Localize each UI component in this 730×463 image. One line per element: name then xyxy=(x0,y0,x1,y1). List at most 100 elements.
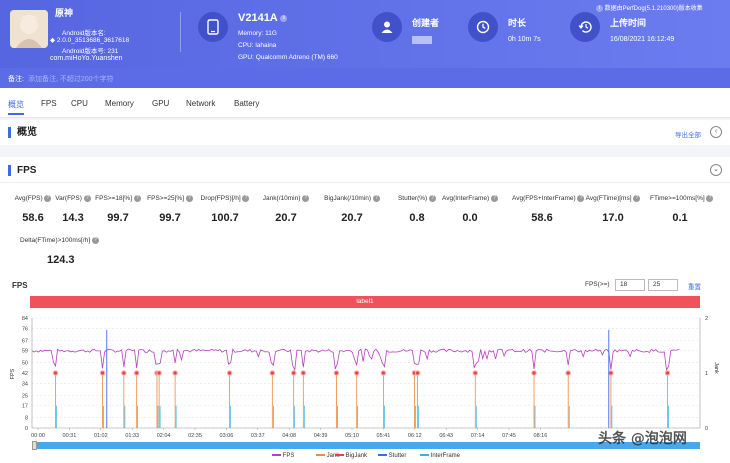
device-name-text: V2141A xyxy=(238,12,278,24)
metric-item: Var(FPS) ? 14.3 xyxy=(43,195,103,224)
chevron-left-icon[interactable]: ‹ xyxy=(710,126,722,138)
help-icon[interactable]: ? xyxy=(185,195,193,202)
metric-label-text: FTime>=100ms[%] xyxy=(650,195,705,203)
info-icon[interactable]: i xyxy=(280,14,288,22)
metric-label-text: FPS>=18[%] xyxy=(95,195,133,203)
metric-label-text: Avg(FTime)[ms] xyxy=(585,195,632,203)
tab-fps[interactable]: FPS xyxy=(41,99,57,108)
help-icon[interactable]: ? xyxy=(44,195,52,202)
metric-label: Delta(FTime)>100ms[/h] ? xyxy=(20,237,99,244)
legend-item[interactable]: Jank xyxy=(316,453,339,459)
metric-item: Avg(FTime)[ms] ? 17.0 xyxy=(583,195,643,224)
help-icon[interactable]: ? xyxy=(372,195,380,202)
tab-battery[interactable]: Battery xyxy=(234,99,260,108)
legend-label: Jank xyxy=(326,453,340,459)
tab-network[interactable]: Network xyxy=(186,99,216,108)
tab-gpu[interactable]: GPU xyxy=(152,99,170,108)
legend-swatch xyxy=(272,454,281,457)
android-code: Android版本号: 231 xyxy=(62,48,119,55)
duration-value: 0h 10m 7s xyxy=(508,36,541,43)
timeline-scrollbar[interactable] xyxy=(32,441,700,450)
label-band[interactable]: label1 xyxy=(30,296,700,308)
tab-bar: 概览 FPS CPU Memory GPU Network Battery xyxy=(0,88,730,118)
legend-item[interactable]: BigJank xyxy=(335,453,367,459)
metric-value: 17.0 xyxy=(602,212,624,225)
metric-item: Avg(FPS+InterFrame) ? 58.6 xyxy=(512,195,585,225)
help-icon[interactable]: ? xyxy=(429,195,437,202)
user-icon xyxy=(372,12,402,42)
legend-label: BigJank xyxy=(345,453,368,459)
clock-icon xyxy=(468,12,498,42)
data-source-note: i 数据由PerfDog(5.1.210300)版本收集 xyxy=(596,3,703,12)
help-icon[interactable]: ? xyxy=(91,237,99,244)
metric-label: Avg(FTime)[ms] ? xyxy=(583,195,643,202)
metric-value: 20.7 xyxy=(275,212,297,225)
metric-item: Drop(FPS)[/h] ? 100.7 xyxy=(195,195,255,224)
help-icon[interactable]: ? xyxy=(83,195,91,202)
help-icon[interactable]: ? xyxy=(706,195,714,202)
metric-item: Stutter(%) ? 0.8 xyxy=(387,195,447,224)
watermark: 头条 @泡泡网 xyxy=(598,431,687,447)
metric-value: 124.3 xyxy=(47,254,75,267)
metric-label: FPS>=18[%] ? xyxy=(88,195,148,202)
metric-label-text: FPS>=25[%] xyxy=(147,195,185,203)
metric-label-text: Jank(/10min) xyxy=(262,195,301,203)
fps-threshold-input-2[interactable]: 25 xyxy=(648,279,678,291)
data-source-text: 数据由PerfDog(5.1.210300)版本收集 xyxy=(604,6,703,12)
metric-value: 99.7 xyxy=(107,212,129,225)
reset-button[interactable]: 重置 xyxy=(688,284,701,291)
chevron-down-icon[interactable]: ⌄ xyxy=(710,164,722,176)
help-icon[interactable]: ? xyxy=(577,195,585,202)
legend-item[interactable]: InterFrame xyxy=(420,453,460,459)
help-icon[interactable]: ? xyxy=(302,195,310,202)
metric-label-text: Avg(InterFrame) xyxy=(441,195,490,203)
help-icon[interactable]: ? xyxy=(133,195,141,202)
metric-label: Avg(FPS+InterFrame) ? xyxy=(512,195,585,202)
legend-swatch xyxy=(420,454,429,457)
note-bar: 备注: 添加备注, 不超过200个字符 xyxy=(0,68,730,88)
device-memory: Memory: 11G xyxy=(238,30,277,37)
metric-item: BigJank(/10min) ? 20.7 xyxy=(322,195,382,224)
metric-value: 100.7 xyxy=(211,212,239,225)
fps-threshold-label: FPS(>=) xyxy=(585,281,610,288)
tab-overview[interactable]: 概览 xyxy=(8,100,24,115)
legend-item[interactable]: Stutter xyxy=(378,453,406,459)
app-name: 原神 xyxy=(55,8,74,18)
help-icon[interactable]: ? xyxy=(633,195,641,202)
metric-label-text: Avg(FPS) xyxy=(14,195,43,203)
metric-value: 99.7 xyxy=(159,212,181,225)
metric-label-text: Delta(FTime)>100ms[/h] xyxy=(20,237,91,245)
upload-label: 上传时间 xyxy=(610,18,647,28)
phone-icon xyxy=(198,12,228,42)
scroll-handle-left[interactable] xyxy=(32,441,37,450)
metric-label: Avg(InterFrame) ? xyxy=(440,195,500,202)
device-gpu: GPU: Qualcomm Adreno (TM) 660 xyxy=(238,54,338,61)
package-name: com.miHoYo.Yuanshen xyxy=(50,55,123,62)
export-all-link[interactable]: 导出全部 xyxy=(675,132,701,139)
legend-label: Stutter xyxy=(388,453,407,459)
fps-section-title: FPS xyxy=(8,165,36,176)
history-icon xyxy=(570,12,600,42)
help-icon[interactable]: ? xyxy=(491,195,498,202)
metric-label-text: Avg(FPS+InterFrame) xyxy=(512,195,576,203)
note-input[interactable]: 添加备注, 不超过200个字符 xyxy=(28,76,114,83)
metric-value: 58.6 xyxy=(531,212,553,225)
fps-threshold-input-1[interactable]: 18 xyxy=(615,279,645,291)
tab-memory[interactable]: Memory xyxy=(105,99,134,108)
overview-title: 概览 xyxy=(8,127,37,138)
metric-label-text: Stutter(%) xyxy=(397,195,428,203)
metric-label: Drop(FPS)[/h] ? xyxy=(195,195,255,202)
section-divider xyxy=(0,182,730,183)
tab-cpu[interactable]: CPU xyxy=(71,99,88,108)
metric-label: Stutter(%) ? xyxy=(387,195,447,202)
upload-value: 16/08/2021 16:12:49 xyxy=(610,36,675,43)
device-name: V2141A i xyxy=(238,12,288,24)
legend-item[interactable]: FPS xyxy=(272,453,294,459)
metric-value: 58.6 xyxy=(22,212,44,225)
help-icon[interactable]: ? xyxy=(242,195,250,202)
creator-value-redacted xyxy=(412,36,432,44)
metric-label-text: Var(FPS) xyxy=(55,195,82,203)
metric-value: 0.1 xyxy=(672,212,688,225)
metric-label: Var(FPS) ? xyxy=(43,195,103,202)
legend-swatch xyxy=(316,454,325,457)
